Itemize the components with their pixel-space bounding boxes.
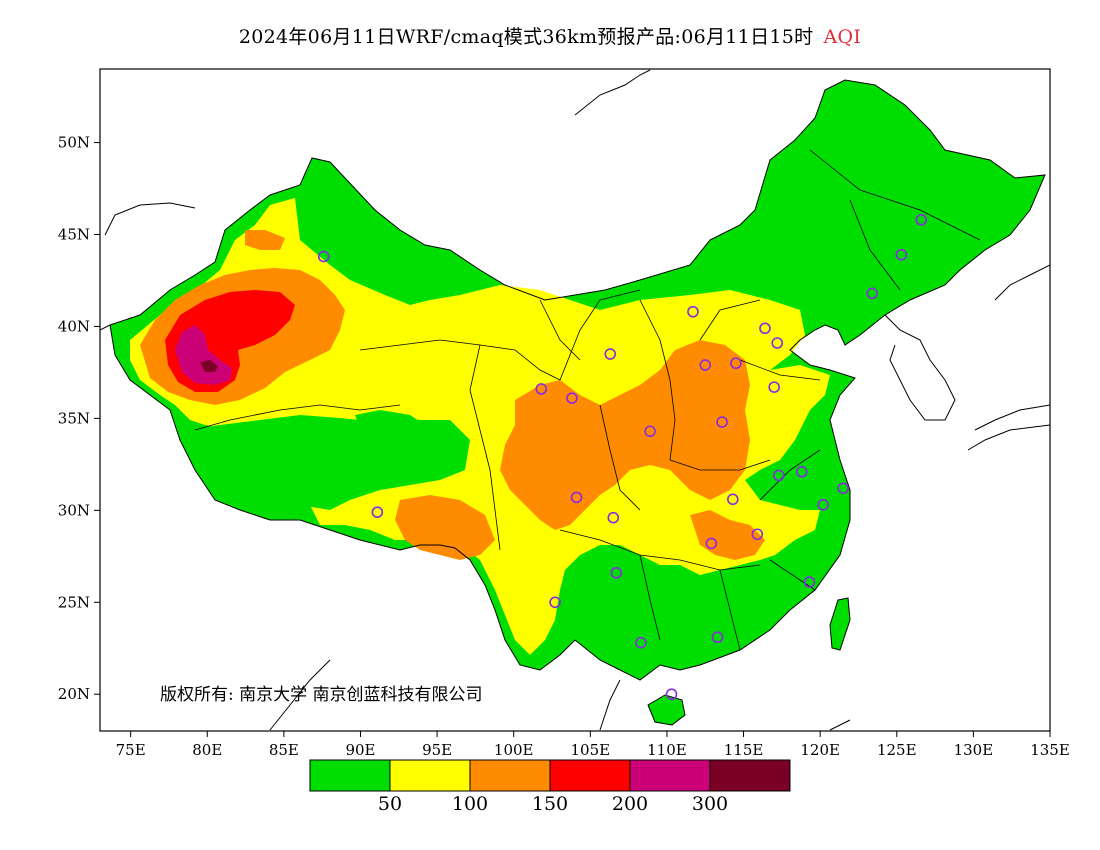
y-tick-label: 45N bbox=[58, 226, 90, 244]
station-marker bbox=[915, 213, 928, 226]
region-usg-central bbox=[500, 340, 750, 530]
x-tick-label: 95E bbox=[422, 741, 452, 759]
region-very-unhealthy bbox=[175, 325, 232, 385]
station-marker bbox=[705, 537, 718, 550]
station-marker bbox=[644, 425, 656, 438]
station-marker bbox=[768, 381, 780, 393]
x-tick-label: 85E bbox=[269, 741, 299, 759]
y-tick-label: 20N bbox=[58, 685, 90, 703]
legend-label: 200 bbox=[611, 793, 649, 815]
neighbor-coastlines bbox=[100, 69, 1050, 731]
region-good-qinghai bbox=[355, 410, 425, 445]
map-title: 2024年06月11日WRF/cmaq模式36km预报产品:06月11日15时 A… bbox=[0, 22, 1100, 49]
x-tick-label: 120E bbox=[800, 741, 840, 759]
island-hainan bbox=[647, 694, 686, 726]
station-marker bbox=[730, 357, 742, 370]
station-marker bbox=[795, 465, 808, 478]
station-marker bbox=[716, 416, 728, 428]
station-marker bbox=[866, 287, 879, 300]
station-marker bbox=[727, 493, 739, 506]
x-tick-label: 130E bbox=[954, 741, 994, 759]
x-tick-label: 105E bbox=[571, 741, 611, 759]
station-marker bbox=[566, 392, 578, 404]
station-marker bbox=[604, 348, 617, 360]
station-marker bbox=[837, 482, 849, 495]
station-marker bbox=[803, 576, 816, 588]
y-tick-label: 50N bbox=[58, 134, 90, 152]
map-frame bbox=[99, 68, 1051, 732]
copyright-text: 版权所有: 南京大学 南京创蓝科技有限公司 bbox=[160, 685, 483, 705]
axis-ticks: 75E 80E 85E 90E 95E 100E 105E 110E 115E 120E 125E 1… bbox=[58, 134, 1070, 759]
island-taiwan bbox=[829, 597, 851, 651]
y-tick-label: 35N bbox=[58, 409, 90, 427]
region-usg-tibet bbox=[395, 495, 495, 560]
y-tick-label: 40N bbox=[58, 317, 90, 335]
map-content bbox=[100, 69, 1050, 731]
legend-label: 150 bbox=[531, 793, 569, 815]
station-marker bbox=[635, 636, 647, 649]
station-marker bbox=[317, 250, 330, 263]
station-marker bbox=[371, 506, 384, 518]
x-tick-label: 80E bbox=[192, 741, 222, 759]
station-marker bbox=[610, 567, 623, 579]
station-marker bbox=[570, 491, 583, 504]
region-hazardous bbox=[200, 360, 218, 372]
legend-label: 100 bbox=[451, 793, 489, 815]
station-marker bbox=[535, 383, 548, 395]
province-boundaries bbox=[194, 149, 981, 651]
title-text: 2024年06月11日WRF/cmaq模式36km预报产品:06月11日15时 bbox=[238, 26, 814, 48]
station-marker bbox=[759, 322, 771, 335]
y-tick-label: 30N bbox=[58, 501, 90, 519]
x-tick-label: 90E bbox=[345, 741, 375, 759]
title-variable: AQI bbox=[823, 26, 862, 48]
station-marker bbox=[817, 499, 830, 511]
station-markers bbox=[317, 213, 928, 701]
legend-label: 300 bbox=[691, 793, 729, 815]
station-marker bbox=[895, 248, 908, 261]
region-usg-west bbox=[245, 230, 285, 250]
station-marker bbox=[687, 305, 699, 318]
country-border bbox=[109, 79, 1046, 681]
x-tick-label: 110E bbox=[647, 741, 687, 759]
station-marker bbox=[549, 596, 561, 609]
station-marker bbox=[751, 528, 764, 541]
y-tick-label: 25N bbox=[58, 593, 90, 611]
station-marker bbox=[665, 688, 678, 701]
station-marker bbox=[771, 337, 784, 349]
x-tick-label: 75E bbox=[116, 741, 146, 759]
x-tick-label: 115E bbox=[724, 741, 764, 759]
station-marker bbox=[772, 469, 785, 482]
x-tick-label: 135E bbox=[1030, 741, 1070, 759]
station-marker bbox=[711, 631, 724, 644]
x-tick-label: 100E bbox=[494, 741, 534, 759]
station-marker bbox=[607, 511, 620, 524]
x-tick-label: 125E bbox=[877, 741, 917, 759]
legend-label: 50 bbox=[377, 793, 403, 815]
station-marker bbox=[699, 359, 712, 371]
